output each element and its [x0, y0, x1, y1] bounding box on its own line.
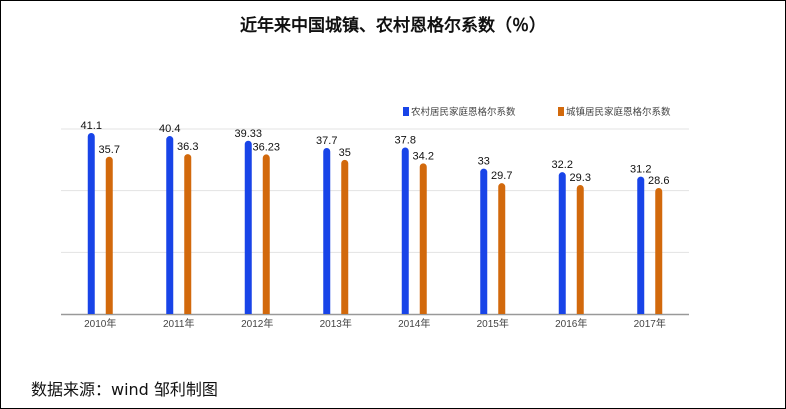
data-label: 37.8 — [395, 135, 416, 147]
data-label: 36.23 — [252, 141, 280, 153]
data-label: 29.3 — [570, 172, 591, 184]
data-label: 31.2 — [630, 164, 651, 176]
x-tick-label: 2017年 — [634, 317, 666, 330]
legend-label: 城镇居民家庭恩格尔系数 — [566, 106, 671, 118]
data-label: 29.7 — [491, 170, 512, 182]
x-tick-label: 2015年 — [477, 317, 509, 330]
bar — [262, 154, 270, 314]
bar — [87, 132, 95, 314]
x-tick-label: 2013年 — [320, 317, 352, 330]
bar — [419, 163, 427, 314]
bar — [558, 172, 566, 314]
bar — [105, 156, 113, 314]
bar — [576, 184, 584, 314]
legend-label: 农村居民家庭恩格尔系数 — [411, 106, 516, 118]
bar — [184, 154, 192, 314]
source-note: 数据来源：wind 邹利制图 — [31, 380, 218, 399]
bar — [401, 147, 409, 314]
data-label: 32.2 — [552, 159, 573, 171]
x-tick-label: 2011年 — [163, 317, 195, 330]
data-label: 37.7 — [316, 135, 337, 147]
data-label: 28.6 — [648, 175, 669, 187]
data-label: 35 — [339, 147, 351, 159]
x-tick-label: 2012年 — [241, 317, 273, 330]
data-label: 39.33 — [234, 128, 262, 140]
data-label: 36.3 — [177, 141, 198, 153]
bar — [655, 188, 663, 314]
bar — [323, 147, 331, 314]
chart-title: 近年来中国城镇、农村恩格尔系数（％） — [240, 16, 546, 36]
legend-swatch — [403, 107, 409, 116]
bar — [166, 136, 174, 314]
bar — [637, 176, 645, 314]
data-label: 33 — [478, 156, 490, 168]
legend-swatch — [558, 107, 564, 116]
bar — [244, 140, 252, 314]
bar — [498, 183, 506, 314]
bar — [480, 168, 488, 314]
data-label: 40.4 — [159, 123, 180, 135]
data-label: 41.1 — [81, 120, 102, 132]
bar — [341, 159, 349, 314]
data-label: 34.2 — [413, 150, 434, 162]
x-tick-label: 2014年 — [398, 317, 430, 330]
x-tick-label: 2016年 — [555, 317, 587, 330]
x-tick-label: 2010年 — [84, 317, 116, 330]
data-label: 35.7 — [99, 144, 120, 156]
